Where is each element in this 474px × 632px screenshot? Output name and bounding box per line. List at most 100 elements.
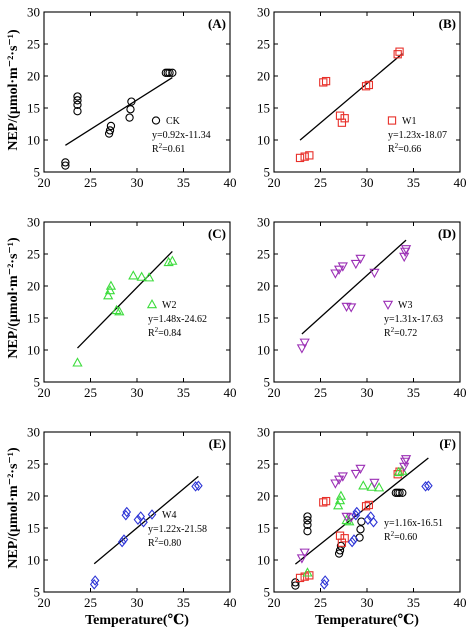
regression-line xyxy=(301,239,407,335)
regression-equation: y=1.16x-16.51 xyxy=(384,518,443,529)
data-point xyxy=(136,511,146,522)
data-point xyxy=(105,280,117,290)
x-tick-label: 35 xyxy=(177,175,190,190)
panel-label: (F) xyxy=(439,436,456,451)
data-point xyxy=(361,502,371,511)
legend-marker xyxy=(151,116,161,125)
data-point xyxy=(303,520,312,529)
data-point xyxy=(335,111,345,120)
data-point xyxy=(319,78,328,87)
data-point xyxy=(61,161,70,170)
data-point xyxy=(334,549,344,558)
data-point xyxy=(90,575,100,586)
chart-panel: 20 25 30 35 4051015202530(F)y=1.16x-16.51R2=… xyxy=(257,425,467,611)
chart-panel: 20 25 30 35 4051015202530(A)CKy=0.92x-11.34R… xyxy=(27,5,237,191)
data-point xyxy=(366,511,376,522)
data-point xyxy=(346,303,357,313)
y-axis-title-bottom: NEP/(μmol·m⁻²·s⁻¹) xyxy=(6,447,21,569)
y-tick-label: 20 xyxy=(27,69,40,84)
plot-frame xyxy=(43,221,231,383)
x-tick-label: 40 xyxy=(224,175,237,190)
data-point xyxy=(333,475,345,485)
data-point xyxy=(320,575,330,586)
legend-label: W3 xyxy=(398,300,412,311)
r-squared-value: =0.84 xyxy=(158,328,181,339)
data-point xyxy=(104,284,116,295)
r-squared-value: =0.66 xyxy=(398,144,421,155)
data-point xyxy=(369,268,380,279)
legend-marker xyxy=(147,509,157,520)
r-squared-label: R2=0.84 xyxy=(148,326,181,339)
x-tick-label: 20 xyxy=(268,175,281,190)
data-point xyxy=(335,531,345,540)
data-point xyxy=(350,469,361,480)
x-tick-label: 30 xyxy=(131,595,144,610)
data-point xyxy=(337,118,347,127)
data-point xyxy=(400,455,412,465)
panel-label: (E) xyxy=(209,436,226,451)
y-tick-label: 10 xyxy=(257,343,270,358)
data-point xyxy=(398,488,407,497)
r-squared-exponent: 2 xyxy=(391,530,395,538)
data-point xyxy=(296,344,308,354)
legend-label: W2 xyxy=(162,300,176,311)
y-tick-label: 25 xyxy=(257,37,270,52)
data-point xyxy=(364,500,374,510)
data-point xyxy=(300,152,309,161)
data-point xyxy=(299,338,310,348)
data-point xyxy=(395,47,404,56)
panel-label: (C) xyxy=(208,226,226,241)
data-point xyxy=(143,272,155,282)
chart-panel: 20 25 30 35 4051015202530(D)W3y=1.31x-17.63R… xyxy=(257,215,467,401)
r-squared-exponent: 2 xyxy=(159,142,163,150)
y-tick-label: 20 xyxy=(27,279,40,294)
x-tick-label: 30 xyxy=(131,385,144,400)
x-tick-label: 20 xyxy=(38,385,51,400)
y-tick-label: 25 xyxy=(257,457,270,472)
x-tick-label: 35 xyxy=(407,385,420,400)
panel-label: (A) xyxy=(208,16,226,31)
regression-equation: y=1.22x-21.58 xyxy=(148,524,207,535)
plot-frame xyxy=(273,431,461,593)
x-tick-label: 25 xyxy=(84,595,97,610)
legend-marker xyxy=(387,116,397,125)
x-tick-label: 20 xyxy=(268,385,281,400)
data-point xyxy=(167,255,178,265)
x-tick-label: 35 xyxy=(177,595,190,610)
x-tick-label: 20 xyxy=(38,175,51,190)
y-tick-label: 5 xyxy=(34,585,41,600)
chart-panel: 20 25 30 35 4051015202530(C)W2y=1.48x-24.62R… xyxy=(27,215,237,401)
y-tick-label: 20 xyxy=(27,489,40,504)
data-point xyxy=(73,96,82,105)
r-squared-exponent: 2 xyxy=(395,142,399,150)
regression-equation: y=0.92x-11.34 xyxy=(152,130,211,141)
data-point xyxy=(139,516,148,528)
data-point xyxy=(330,269,341,279)
data-point xyxy=(291,578,300,587)
x-tick-label: 35 xyxy=(177,385,190,400)
plot-frame xyxy=(273,11,461,173)
data-point xyxy=(303,512,312,521)
plot-frame xyxy=(43,11,231,173)
x-tick-label: 40 xyxy=(224,385,237,400)
data-point xyxy=(133,514,143,525)
y-tick-label: 25 xyxy=(27,247,40,262)
data-point xyxy=(337,472,348,482)
data-point xyxy=(363,514,373,525)
data-point xyxy=(337,262,348,272)
data-point xyxy=(73,107,82,116)
data-point xyxy=(126,105,135,114)
data-point xyxy=(357,517,366,526)
data-point xyxy=(350,259,361,270)
data-point xyxy=(295,153,305,163)
data-point xyxy=(117,536,127,548)
data-point xyxy=(303,516,312,525)
data-point xyxy=(111,304,122,315)
y-tick-label: 15 xyxy=(257,101,270,116)
y-tick-label: 20 xyxy=(257,69,270,84)
r-squared-value: =0.72 xyxy=(394,328,417,339)
r-squared-value: =0.61 xyxy=(162,144,185,155)
x-tick-label: 30 xyxy=(361,175,374,190)
x-tick-label: 40 xyxy=(224,595,237,610)
data-point xyxy=(103,290,114,300)
